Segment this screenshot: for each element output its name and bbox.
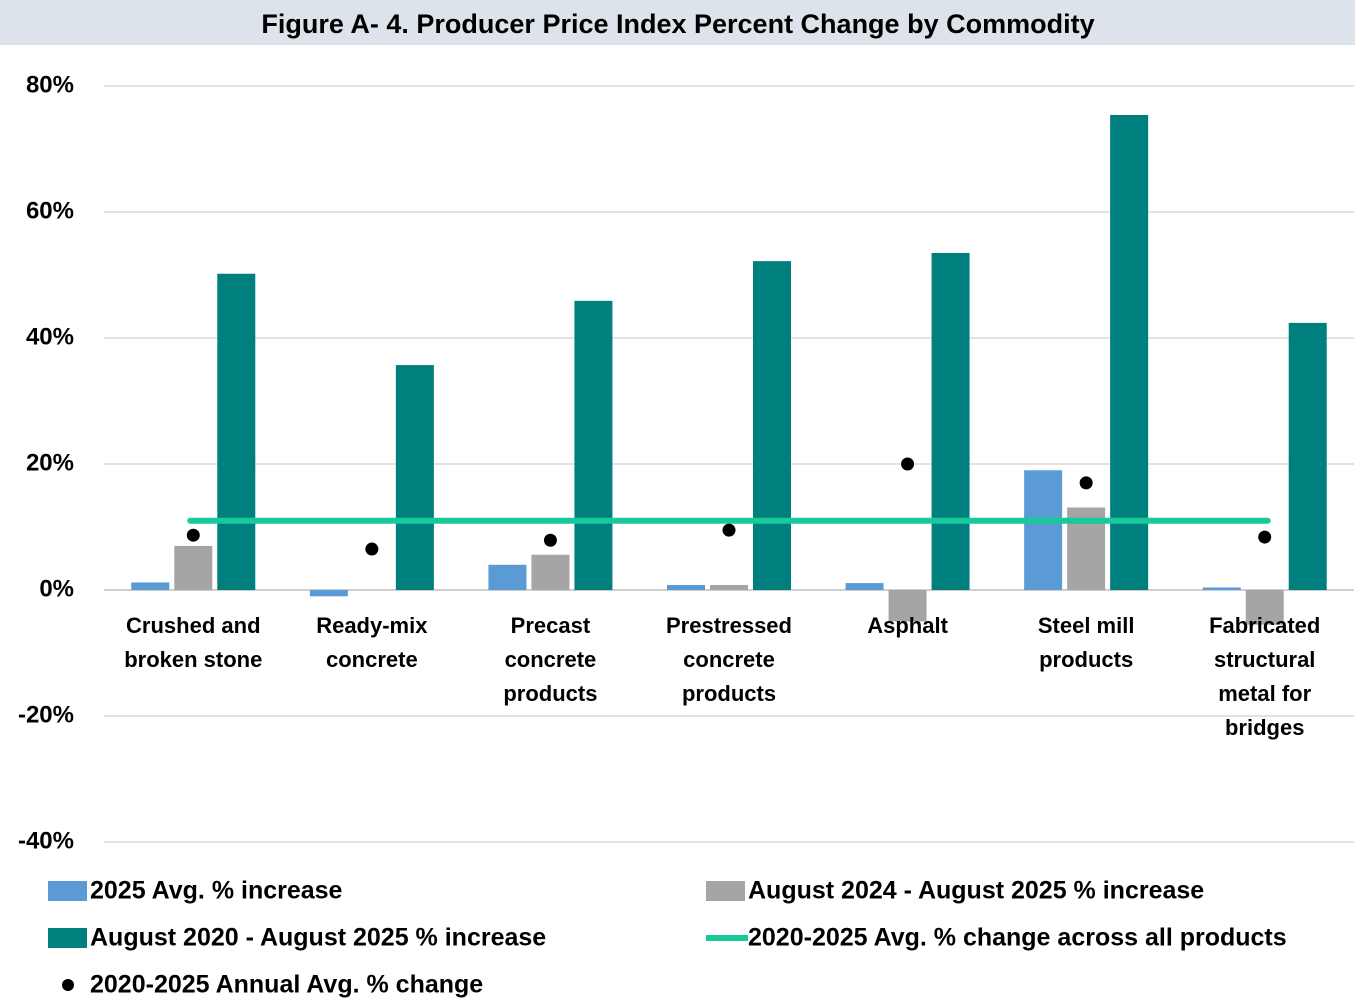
title-band	[0, 0, 1355, 45]
legend-label: 2025 Avg. % increase	[90, 877, 343, 905]
x-tick-label: Steel mill products	[1037, 613, 1135, 672]
bar	[395, 365, 434, 590]
bar	[1202, 587, 1241, 590]
x-tick-label: Ready-mix concrete	[316, 613, 428, 672]
bar	[710, 584, 748, 590]
dot	[1079, 476, 1093, 490]
y-tick-label: 20%	[26, 449, 74, 476]
dot	[186, 528, 200, 542]
dot	[901, 457, 915, 471]
dot	[543, 533, 557, 547]
y-tick-label: 60%	[26, 197, 74, 224]
x-tick-label: Crushed and broken stone	[124, 613, 263, 672]
x-tick-label: Asphalt	[867, 613, 948, 638]
bar	[1288, 322, 1327, 590]
bar	[1024, 470, 1063, 590]
legend-label: August 2020 - August 2025 % increase	[90, 924, 546, 952]
bar	[217, 273, 256, 590]
x-tick-label: Precast concrete products	[503, 613, 598, 706]
bar	[488, 564, 527, 590]
bar	[1245, 590, 1284, 625]
legend-swatch	[48, 928, 87, 948]
y-tick-label: -20%	[18, 701, 74, 728]
y-tick-label: 40%	[26, 323, 74, 350]
y-tick-label: -40%	[18, 827, 74, 854]
dot	[722, 523, 736, 537]
dot	[365, 542, 379, 556]
x-tick-label: Prestressed concrete products	[666, 613, 792, 706]
bar	[131, 582, 170, 590]
y-tick-label: 80%	[26, 71, 74, 98]
bar	[888, 590, 927, 622]
dot	[1258, 530, 1272, 544]
bar	[845, 583, 884, 590]
legend-swatch	[706, 881, 745, 901]
chart-title: Figure A- 4. Producer Price Index Percen…	[261, 9, 1094, 39]
bar	[174, 545, 213, 590]
bar	[1110, 114, 1149, 590]
bar	[931, 252, 970, 590]
bar	[309, 590, 348, 597]
legend-label: August 2024 - August 2025 % increase	[748, 877, 1204, 905]
legend-swatch	[62, 979, 74, 991]
legend-label: 2020-2025 Annual Avg. % change	[90, 971, 483, 999]
bar	[574, 300, 613, 590]
bar	[531, 554, 570, 590]
legend-swatch	[48, 881, 87, 901]
bar	[753, 261, 791, 590]
x-tick-label: Fabricated structural metal for bridges	[1209, 613, 1321, 740]
bar	[667, 584, 705, 590]
y-tick-label: 0%	[39, 575, 74, 602]
legend-label: 2020-2025 Avg. % change across all produ…	[748, 924, 1287, 952]
